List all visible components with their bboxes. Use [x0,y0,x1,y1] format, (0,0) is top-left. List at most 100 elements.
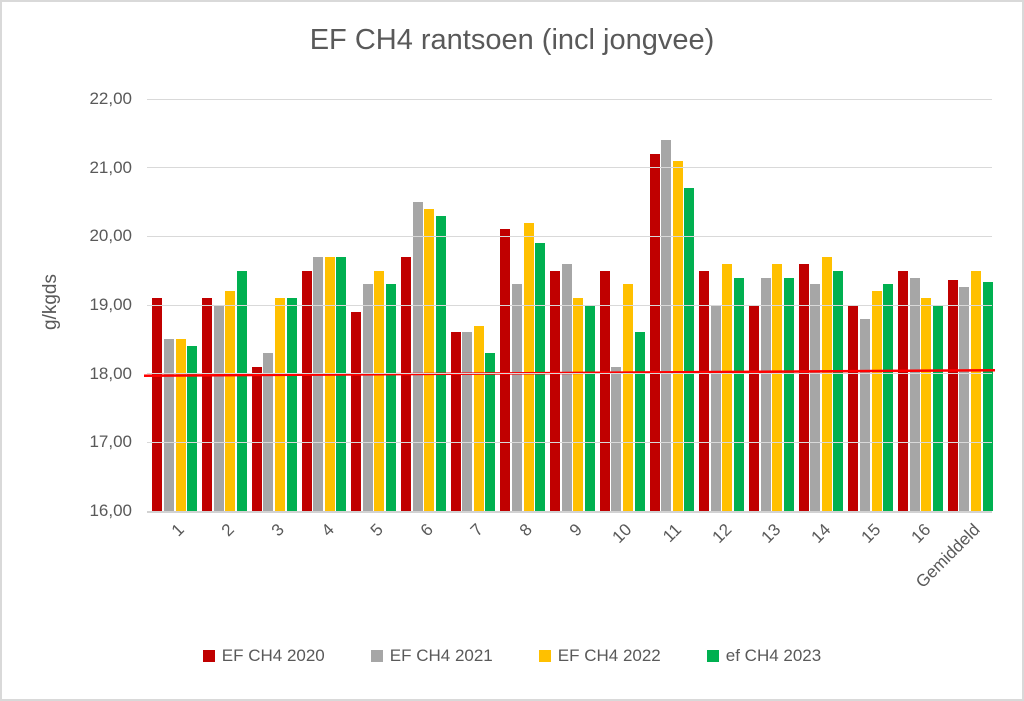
bar-ef-ch4-2020-cat-5 [351,311,362,511]
y-axis-title: g/kgds [40,274,61,330]
bar-ef-ch4-2021-cat-Gemiddeld [959,287,970,511]
x-tick-label: 14 [807,520,835,547]
x-tick-label: 8 [516,520,537,541]
bar-ef-ch4-2021-cat-13 [760,277,771,511]
y-tick-label: 21,00 [89,157,132,177]
x-tick-label: 6 [416,520,437,541]
bar-ef-ch4-2023-cat-16 [932,305,943,511]
bar-ef-ch4-2020-cat-8 [500,229,511,511]
bar-ef-ch4-2022-cat-2 [225,291,236,511]
x-tick-label: 7 [466,520,487,541]
bar-ef-ch4-2022-cat-5 [374,270,385,511]
bar-ef-ch4-2022-cat-1 [175,339,186,511]
bar-ef-ch4-2020-cat-6 [400,256,411,511]
chart-title: EF CH4 rantsoen (incl jongvee) [309,24,715,56]
legend-label: EF CH4 2021 [389,646,493,665]
x-tick-label: 13 [757,520,785,547]
bar-ef-ch4-2020-cat-16 [898,270,909,511]
bar-ef-ch4-2022-cat-4 [324,256,335,511]
bar-ef-ch4-2023-cat-2 [236,270,247,511]
gridline [147,235,992,237]
bar-ef-ch4-2023-cat-5 [386,284,397,511]
bar-ef-ch4-2021-cat-12 [710,305,721,511]
bar-ef-ch4-2020-cat-3 [251,366,262,511]
bar-ef-ch4-2022-cat-10 [623,284,633,511]
legend: EF CH4 2020 EF CH4 2021 EF CH4 2022 ef CH4 … [2,646,1022,666]
bar-ef-ch4-2020-cat-7 [450,332,461,511]
bar-ef-ch4-2021-cat-11 [661,140,672,511]
x-tick-label: 10 [608,520,636,547]
legend-item-ef-ch4-2023: ef CH4 2023 [706,646,821,666]
bar-ef-ch4-2021-cat-10 [611,366,622,511]
bar-ef-ch4-2022-cat-8 [523,222,534,511]
bar-ef-ch4-2023-cat-13 [783,277,794,511]
legend-item-ef-ch4-2021: EF CH4 2021 [370,646,493,666]
bar-ef-ch4-2022-cat-14 [821,256,832,511]
bar-ef-ch4-2020-cat-12 [699,270,710,511]
legend-swatch [202,650,215,662]
bar-ef-ch4-2020-cat-Gemiddeld [947,279,958,511]
legend-swatch [370,650,383,662]
bar-ef-ch4-2021-cat-2 [213,305,224,511]
bar-ef-ch4-2021-cat-3 [263,353,274,511]
x-tick-label: 3 [267,520,288,541]
x-tick-label: 15 [857,520,885,547]
bar-ef-ch4-2020-cat-13 [748,305,759,511]
bar-ef-ch4-2023-cat-11 [684,188,695,511]
bar-ef-ch4-2023-cat-7 [485,353,496,511]
bar-ef-ch4-2022-cat-Gemiddeld [970,270,981,511]
y-tick-label: 19,00 [89,295,132,314]
x-axis-line [147,511,992,513]
x-tick-label: 11 [659,520,686,546]
x-tick-label: 5 [366,520,388,541]
bar-ef-ch4-2021-cat-15 [859,318,870,511]
gridline [147,373,992,375]
bar-ef-ch4-2021-cat-8 [511,284,522,511]
bar-ef-ch4-2023-cat-6 [435,215,446,511]
gridline [147,167,992,169]
bar-ef-ch4-2021-cat-14 [810,284,821,511]
y-tick-label: 22,00 [89,89,132,108]
legend-label: EF CH4 2020 [221,646,325,665]
bar-ef-ch4-2023-cat-Gemiddeld [982,281,993,511]
bar-ef-ch4-2023-cat-15 [883,284,894,511]
bar-ef-ch4-2020-cat-1 [152,298,163,511]
bar-ef-ch4-2020-cat-2 [202,298,213,511]
bar-ef-ch4-2023-cat-8 [535,243,546,511]
bar-ef-ch4-2020-cat-15 [848,305,859,511]
bar-ef-ch4-2023-cat-3 [286,298,297,511]
legend-swatch [538,650,551,662]
bar-ef-ch4-2022-cat-12 [722,263,733,511]
bar-ef-ch4-2020-cat-11 [649,153,660,511]
bar-ef-ch4-2020-cat-4 [301,270,312,511]
bar-ef-ch4-2021-cat-7 [462,332,473,511]
legend-swatch [706,650,719,662]
y-tick-label: 20,00 [89,226,132,246]
gridline [147,304,992,306]
bar-ef-ch4-2023-cat-10 [634,332,645,511]
x-tick-label: 1 [168,520,189,541]
y-tick-label: 18,00 [89,363,132,383]
bar-ef-ch4-2021-cat-4 [313,256,324,511]
bar-ef-ch4-2022-cat-15 [871,291,882,511]
legend-item-ef-ch4-2022: EF CH4 2022 [538,646,661,666]
gridline [147,98,992,100]
bar-ef-ch4-2021-cat-1 [164,339,175,511]
bar-ef-ch4-2022-cat-9 [573,298,584,511]
x-tick-label: 4 [317,520,338,541]
bar-ef-ch4-2021-cat-9 [561,263,572,511]
bar-ef-ch4-2022-cat-3 [275,298,286,511]
gridline [147,441,992,443]
bar-ef-ch4-2021-cat-6 [412,202,423,511]
bar-ef-ch4-2022-cat-13 [772,263,783,511]
bar-ef-ch4-2023-cat-4 [336,256,347,511]
bar-ef-ch4-2023-cat-9 [584,305,595,511]
bar-ef-ch4-2022-cat-11 [672,160,683,511]
bar-ef-ch4-2020-cat-10 [599,270,610,511]
bar-ef-ch4-2020-cat-9 [550,270,561,511]
x-tick-label: 2 [217,520,238,541]
x-tick-label: 9 [565,520,586,541]
x-tick-label: 12 [708,520,736,547]
legend-item-ef-ch4-2020: EF CH4 2020 [202,646,325,666]
